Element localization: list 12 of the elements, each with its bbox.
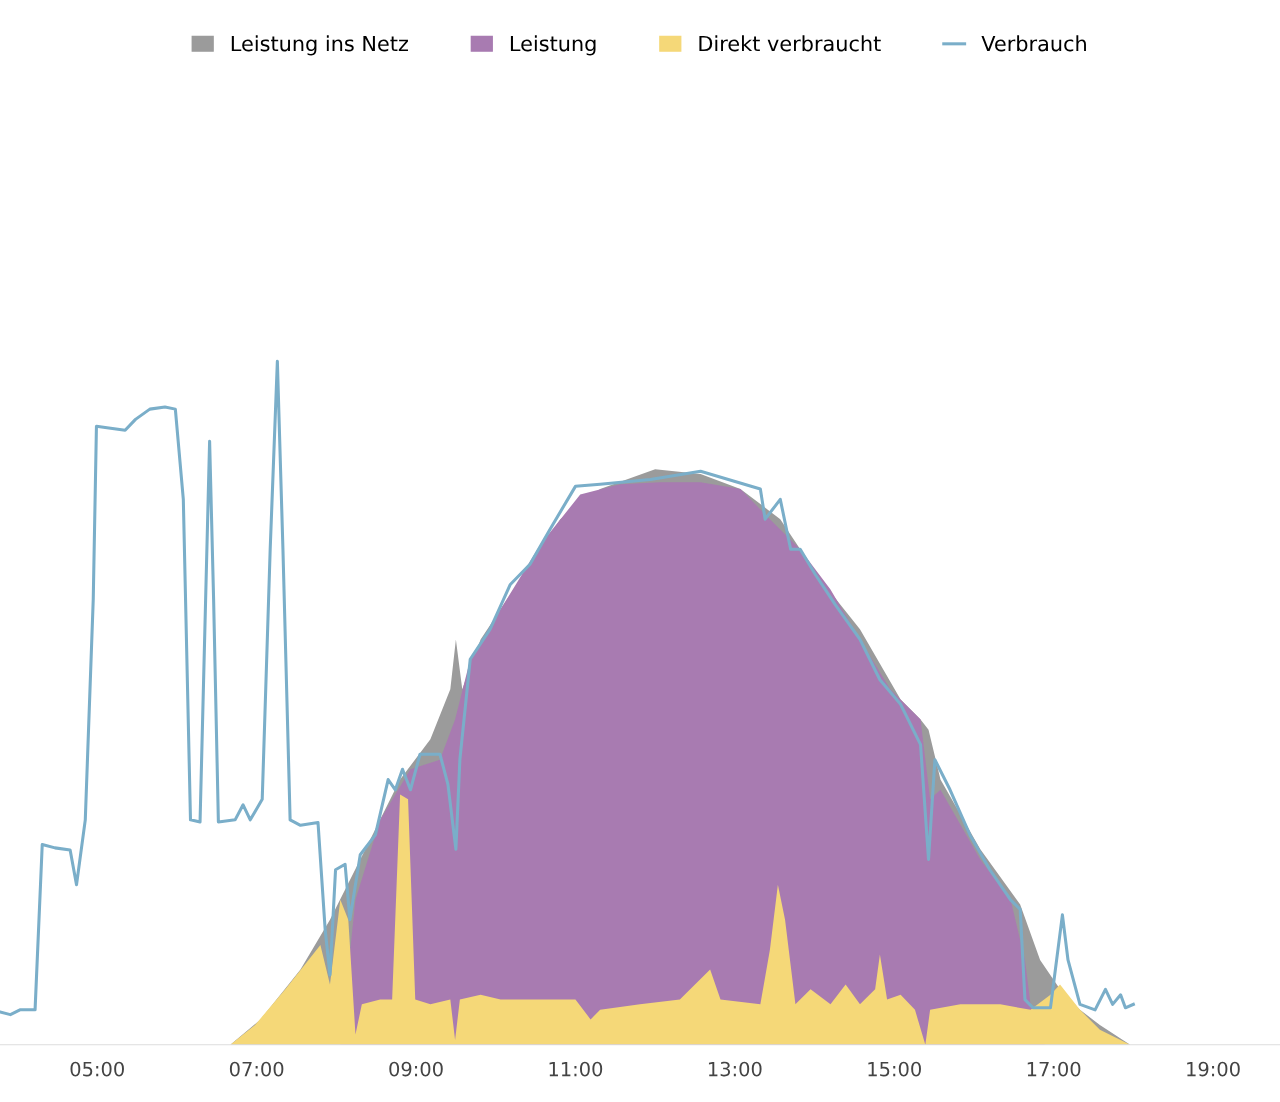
x-tick-label: 09:00 [389,1061,443,1077]
x-tick-label: 13:00 [708,1061,762,1077]
x-tick-label: 05:00 [70,1061,124,1077]
x-tick-label: 11:00 [549,1061,603,1077]
x-tick-label: 19:00 [1187,1061,1240,1077]
x-tick-label: 17:00 [1027,1061,1081,1077]
legend-label: Leistung ins Netz [231,35,408,56]
legend-label: Verbrauch [981,35,1086,52]
legend-label: Direkt verbraucht [699,35,881,52]
x-tick-label: 07:00 [229,1061,284,1077]
legend-label: Leistung [510,35,596,56]
x-tick-label: 15:00 [868,1061,921,1077]
